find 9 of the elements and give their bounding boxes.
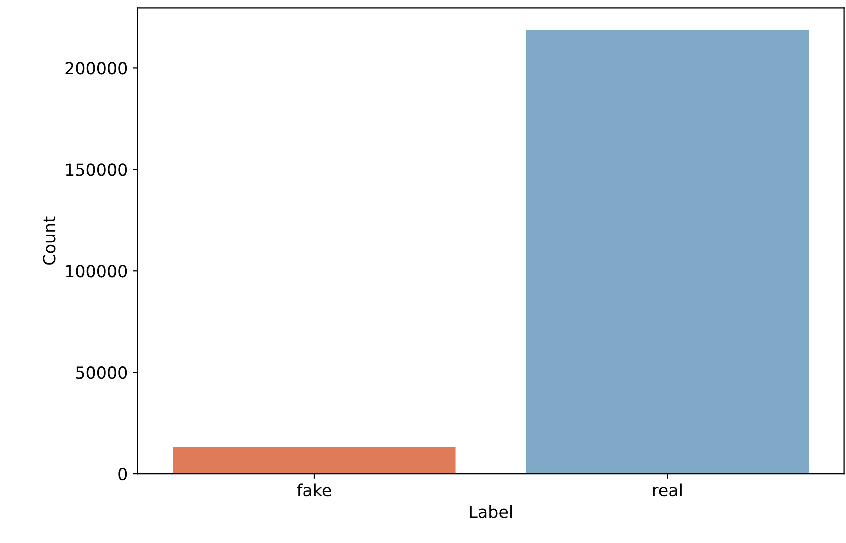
y-tick-label: 150000 (66, 164, 128, 176)
y-axis-title: Count (43, 216, 56, 265)
y-tick-label: 200000 (66, 62, 128, 75)
y-tick-label: 100000 (66, 265, 128, 278)
x-axis-title: Label (470, 505, 512, 518)
y-tick-label: 50000 (76, 366, 128, 380)
x-tick-label: real (653, 484, 682, 497)
y-tick-label: 0 (118, 468, 128, 481)
x-tick-label: fake (297, 484, 332, 497)
